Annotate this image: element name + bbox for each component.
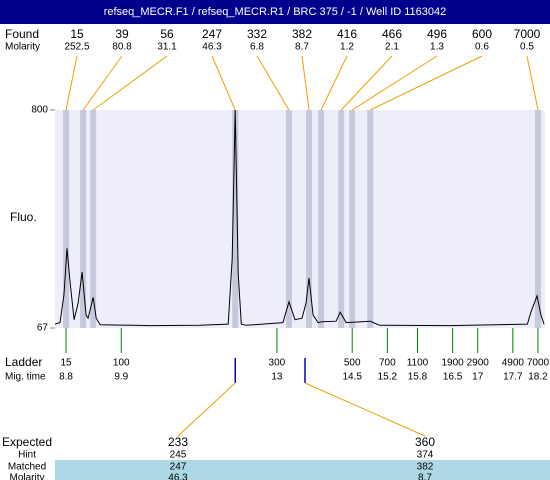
ladder-time: 14.5	[342, 372, 362, 383]
found-label: Found	[5, 27, 39, 41]
title-bar	[0, 0, 550, 24]
ladder-time: 8.8	[59, 372, 73, 383]
found-molarity: 31.1	[157, 42, 177, 53]
ladder-size: 500	[344, 358, 361, 369]
molarity-label: Molarity	[5, 42, 40, 53]
ladder-time: 17.7	[503, 372, 523, 383]
expected-matched: 247	[170, 462, 187, 473]
found-size: 600	[472, 27, 492, 41]
found-size: 247	[202, 27, 222, 41]
ladder-size: 7000	[527, 358, 550, 369]
found-molarity: 252.5	[64, 42, 89, 53]
ladder-size: 4900	[502, 358, 525, 369]
ladder-size: 1900	[441, 358, 464, 369]
expected-row-label: Hint	[18, 450, 36, 461]
found-molarity: 80.8	[112, 42, 132, 53]
peak-connector	[370, 55, 483, 111]
peak-connector	[351, 55, 438, 111]
y-tick-label: 67	[37, 323, 49, 334]
expected-connector	[177, 382, 236, 437]
y-axis-label: Fluo.	[10, 210, 37, 224]
title: refseq_MECR.F1 / refseq_MECR.R1 / BRC 37…	[104, 6, 447, 18]
found-size: 39	[115, 27, 129, 41]
expected-connector	[304, 382, 426, 437]
expected-matched: 382	[417, 462, 434, 473]
expected-hint: 374	[417, 450, 434, 461]
ladder-size: 15	[60, 358, 72, 369]
found-molarity: 1.2	[340, 42, 354, 53]
ladder-time: 18.2	[528, 372, 548, 383]
ladder-label: Ladder	[5, 355, 42, 369]
found-size: 496	[427, 27, 447, 41]
found-molarity: 8.7	[295, 42, 309, 53]
peak-connector	[82, 55, 123, 111]
expected-row-label: Matched	[8, 462, 46, 473]
expected-hint: 245	[170, 450, 187, 461]
y-tick-label: 800	[31, 105, 48, 116]
peak-connector	[340, 55, 393, 111]
expected-molarity: 8.7	[418, 473, 432, 480]
found-molarity: 46.3	[202, 42, 222, 53]
found-size: 56	[160, 27, 174, 41]
found-molarity: 1.3	[430, 42, 444, 53]
peak-band	[285, 110, 292, 328]
found-size: 416	[337, 27, 357, 41]
peak-band	[367, 110, 374, 328]
found-molarity: 0.5	[520, 42, 534, 53]
found-size: 15	[70, 27, 84, 41]
found-size: 382	[292, 27, 312, 41]
expected-row-label: Molarity	[9, 473, 44, 480]
ladder-size: 2900	[467, 358, 490, 369]
ladder-time: 16.5	[443, 372, 463, 383]
found-molarity: 6.8	[250, 42, 264, 53]
mig-time-label: Mig. time	[5, 372, 46, 383]
expected-expected: 360	[415, 435, 435, 449]
ladder-time: 15.8	[408, 372, 428, 383]
ladder-time: 13	[271, 372, 283, 383]
trace	[54, 109, 545, 327]
peak-connector	[320, 55, 348, 111]
expected-molarity: 46.3	[168, 473, 188, 480]
matched-highlight	[55, 460, 550, 480]
peak-band	[63, 110, 70, 328]
peak-connector	[65, 55, 78, 111]
found-size: 7000	[514, 27, 541, 41]
ladder-time: 9.9	[114, 372, 128, 383]
ladder-size: 300	[269, 358, 286, 369]
ladder-time: 17	[472, 372, 484, 383]
ladder-size: 100	[113, 358, 130, 369]
peak-connector	[92, 55, 168, 111]
ladder-size: 700	[379, 358, 396, 369]
peak-band	[534, 110, 541, 328]
found-size: 332	[247, 27, 267, 41]
peak-band	[338, 110, 345, 328]
peak-connector	[256, 55, 290, 111]
peak-band	[232, 110, 239, 328]
peak-band	[90, 110, 97, 328]
found-molarity: 0.6	[475, 42, 489, 53]
plot-area	[55, 110, 545, 328]
peak-band	[349, 110, 356, 328]
ladder-time: 15.2	[378, 372, 398, 383]
found-size: 466	[382, 27, 402, 41]
peak-band	[306, 110, 313, 328]
peak-connector	[301, 55, 310, 111]
peak-connector	[526, 55, 539, 111]
peak-band	[318, 110, 325, 328]
peak-connector	[211, 55, 236, 111]
ladder-size: 1100	[407, 358, 429, 369]
expected-expected: 233	[168, 435, 188, 449]
peak-band	[80, 110, 87, 328]
found-molarity: 2.1	[385, 42, 399, 53]
expected-row-label: Expected	[2, 435, 52, 449]
